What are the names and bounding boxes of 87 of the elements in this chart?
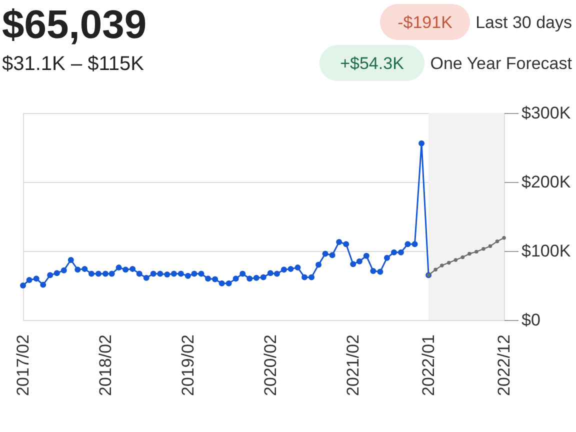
y-tick-label: $300K [522, 104, 572, 122]
point [136, 270, 142, 277]
point [108, 270, 115, 277]
point [74, 266, 81, 273]
x-tick-label: 2021/02 [344, 334, 363, 396]
point [302, 274, 308, 280]
point [468, 252, 472, 256]
point [294, 264, 301, 271]
text: Last 30 days [476, 13, 572, 32]
point [412, 241, 418, 248]
chart-subtitle: $31.1K – $115K [2, 53, 145, 75]
point [363, 252, 370, 259]
point [460, 255, 465, 260]
point [54, 270, 60, 276]
point [240, 270, 246, 277]
point [454, 258, 458, 262]
text: -$191K [398, 13, 454, 32]
point [122, 266, 129, 273]
point [404, 241, 411, 248]
x-tick-label: 2017/02 [14, 334, 32, 396]
point [440, 264, 444, 268]
point [102, 270, 108, 277]
point [60, 267, 67, 274]
point [88, 270, 94, 277]
point [68, 256, 74, 263]
x-tick-label: 2022/01 [419, 334, 438, 396]
text: One Year Forecast [430, 54, 572, 73]
y-tick-label: $0 [522, 310, 540, 330]
point [218, 280, 225, 286]
point [26, 276, 32, 283]
point [157, 270, 164, 277]
point [82, 266, 88, 272]
point [226, 280, 232, 286]
x-tick-label: 2022/12 [494, 334, 514, 396]
text: +$54.3K [340, 54, 405, 73]
point [474, 250, 478, 254]
point [288, 266, 294, 272]
point [418, 140, 425, 146]
point [178, 270, 184, 277]
point [40, 282, 46, 288]
point [350, 261, 356, 268]
point [33, 276, 40, 282]
x-tick-label: 2018/02 [96, 334, 115, 396]
point [143, 274, 150, 281]
point [336, 239, 342, 246]
chart-title: $65,039 [2, 3, 147, 47]
point [434, 268, 438, 272]
point [502, 236, 506, 240]
point [308, 274, 315, 280]
point [130, 266, 136, 272]
point [253, 274, 260, 281]
point [390, 249, 397, 256]
point [116, 264, 122, 271]
point [447, 260, 451, 265]
point [280, 266, 287, 273]
point [47, 272, 54, 278]
x-tick-label: 2020/02 [260, 334, 280, 396]
point [170, 270, 177, 277]
point [164, 271, 170, 278]
point [232, 276, 239, 282]
x-tick-label: 2019/02 [178, 334, 198, 396]
point [384, 254, 390, 261]
point [398, 249, 404, 256]
point [267, 270, 274, 276]
point [482, 247, 486, 251]
point [212, 276, 218, 282]
point [260, 274, 266, 280]
point [184, 272, 191, 279]
point [316, 262, 322, 268]
point [198, 270, 204, 277]
point [488, 244, 492, 248]
point [246, 276, 253, 282]
point [191, 270, 198, 277]
point [377, 268, 384, 275]
point [322, 250, 328, 257]
point [329, 252, 336, 258]
point [343, 241, 350, 248]
point [150, 270, 156, 277]
point [495, 239, 500, 244]
point [356, 258, 362, 264]
point [95, 270, 102, 277]
point [274, 270, 280, 277]
y-tick-label: $100K [522, 242, 572, 260]
point [370, 268, 376, 274]
point [20, 282, 26, 288]
y-tick-label: $200K [522, 172, 572, 192]
point [205, 276, 212, 282]
